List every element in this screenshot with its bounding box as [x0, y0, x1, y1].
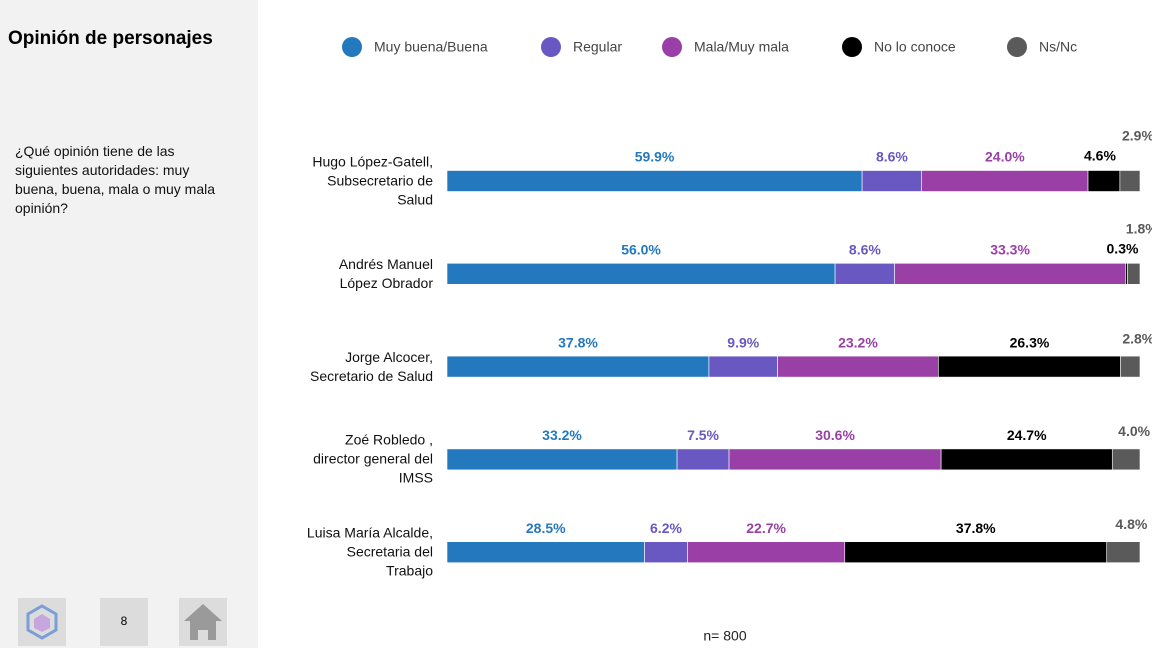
value-label: 30.6% — [815, 427, 855, 443]
sidebar-icons: 8 — [18, 598, 227, 646]
bar-segment — [844, 541, 1108, 564]
value-label: 28.5% — [526, 520, 566, 536]
bar-segment — [644, 541, 688, 564]
legend-label: No lo conoce — [874, 39, 956, 55]
value-label: 7.5% — [687, 427, 719, 443]
value-label: 2.9% — [1122, 128, 1152, 144]
value-label: 33.3% — [990, 242, 1030, 258]
value-label: 59.9% — [635, 149, 675, 165]
category-label: Zoé Robledo , director general del IMSS — [313, 431, 433, 486]
bar-segment — [1125, 262, 1128, 285]
bar-segment — [728, 448, 942, 471]
legend-marker — [342, 37, 362, 57]
page-box — [100, 598, 148, 646]
value-label: 22.7% — [746, 520, 786, 536]
value-label: 56.0% — [621, 242, 661, 258]
home-icon[interactable] — [184, 604, 222, 640]
bar-segment — [1106, 541, 1141, 564]
sidebar: Opinión de personajes ¿Qué opinión tiene… — [0, 0, 258, 648]
value-label: 4.6% — [1084, 148, 1116, 164]
bar-segment — [446, 170, 863, 192]
bar-segment — [940, 448, 1113, 471]
value-label: 24.7% — [1007, 427, 1047, 443]
value-label: 24.0% — [985, 149, 1025, 165]
value-label: 2.8% — [1122, 330, 1152, 346]
value-label: 26.3% — [1010, 334, 1050, 350]
bar-segment — [1119, 170, 1141, 192]
bar-segment — [834, 262, 895, 285]
bar-segment — [1087, 170, 1121, 192]
bar-segment — [861, 170, 923, 192]
value-label: 1.8% — [1126, 221, 1152, 237]
value-label: 6.2% — [650, 520, 682, 536]
value-label: 9.9% — [727, 334, 759, 350]
bar-segment — [1127, 262, 1141, 285]
slide-title: Opinión de personajes — [8, 28, 213, 49]
category-label: Luisa María Alcalde, Secretaria del Trab… — [306, 524, 433, 579]
bar-segment — [687, 541, 846, 564]
bar-segment — [1120, 355, 1141, 378]
question: ¿Qué opinión tiene de las siguientes aut… — [15, 143, 216, 216]
category-label: Jorge Alcocer, Secretario de Salud — [310, 348, 433, 384]
legend-marker — [1007, 37, 1027, 57]
bar-segment — [1111, 448, 1141, 471]
value-label: 33.2% — [542, 427, 582, 443]
category-label: Andrés Manuel López Obrador — [338, 255, 433, 291]
note: n= 800 — [703, 628, 746, 644]
legend-marker — [541, 37, 561, 57]
bar-segment — [446, 448, 678, 471]
legend-label: Ns/Nc — [1039, 39, 1077, 55]
value-label: 37.8% — [558, 334, 598, 350]
page-number: 8 — [121, 614, 128, 628]
bar-segment — [777, 355, 939, 378]
bar-segment — [446, 355, 710, 378]
legend-marker — [842, 37, 862, 57]
value-label: 23.2% — [838, 334, 878, 350]
legend-marker — [662, 37, 682, 57]
bar-segment — [921, 170, 1089, 192]
bar-segment — [708, 355, 778, 378]
value-label: 8.6% — [876, 149, 908, 165]
legend-label: Muy buena/Buena — [374, 39, 488, 55]
value-label: 4.8% — [1115, 516, 1147, 532]
logo — [26, 604, 58, 640]
value-label: 8.6% — [849, 242, 881, 258]
bar-segment — [676, 448, 730, 471]
bar-segment — [446, 541, 645, 564]
bar-segment — [446, 262, 836, 285]
value-label: 37.8% — [956, 520, 996, 536]
legend-label: Mala/Muy mala — [694, 39, 789, 55]
value-label: 0.3% — [1107, 241, 1139, 257]
bar-segment — [938, 355, 1121, 378]
legend-label: Regular — [573, 39, 622, 55]
value-label: 4.0% — [1118, 423, 1150, 439]
bar-segment — [894, 262, 1126, 285]
category-label: Hugo López-Gatell, Subsecretario de Salu… — [312, 153, 433, 208]
logo-core — [34, 614, 50, 632]
